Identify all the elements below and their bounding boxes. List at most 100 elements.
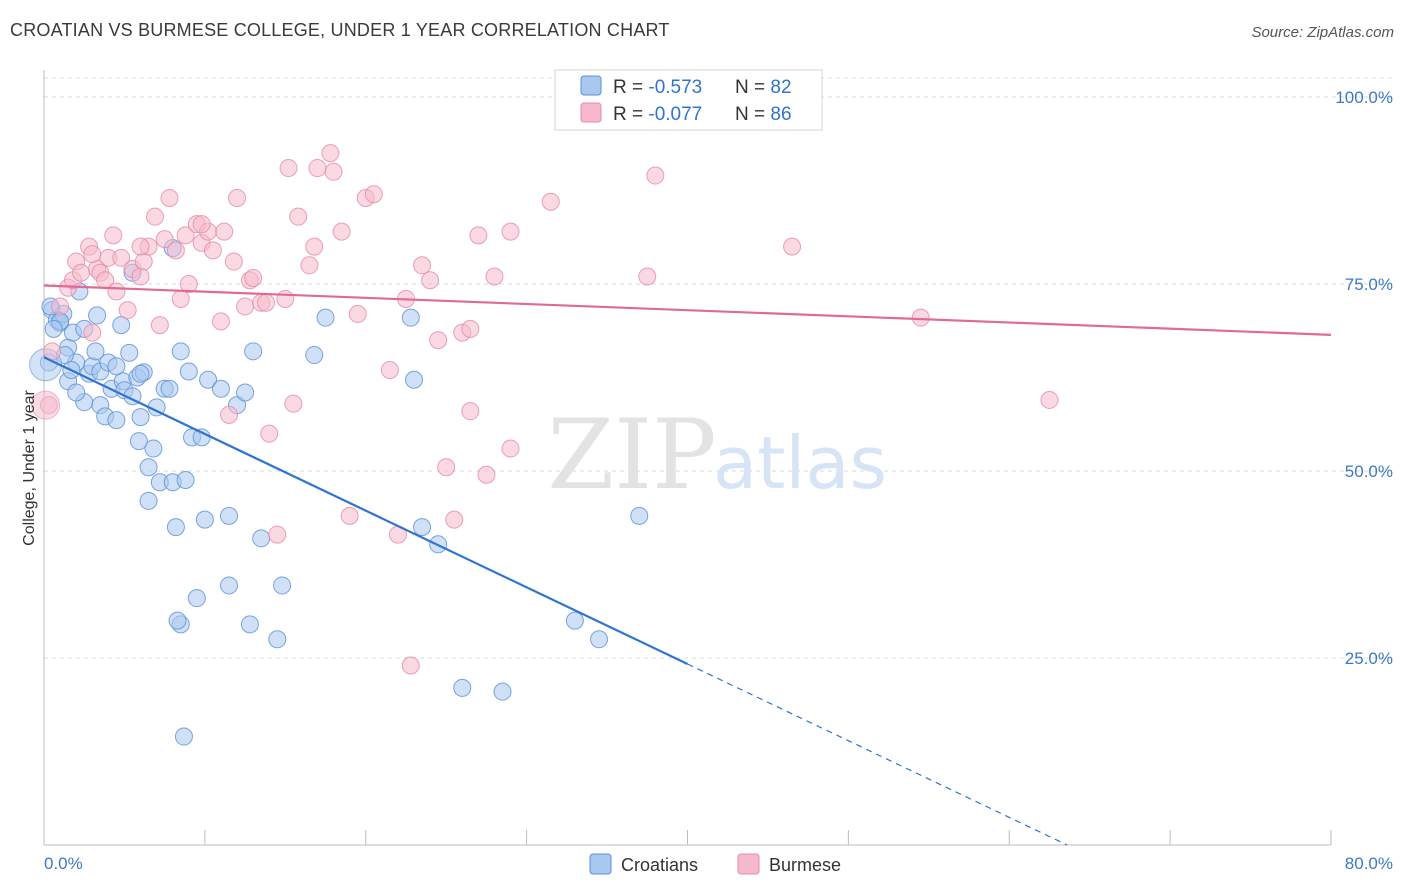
burmese-point-61	[421, 271, 440, 290]
burmese-point-46	[289, 207, 308, 226]
burmese-point-80	[192, 215, 211, 234]
burmese-point-44	[276, 289, 295, 308]
legend-n-label-1: N =	[735, 77, 770, 98]
burmese-point-53	[340, 506, 359, 525]
croatian-trend-extension	[687, 663, 1068, 846]
burmese-point-77	[783, 237, 802, 256]
burmese-point-84	[279, 159, 298, 178]
croatian-point-57	[268, 630, 287, 649]
legend-r-label-1: R =	[613, 77, 648, 98]
burmese-point-72	[501, 222, 520, 241]
burmese-trend-line	[43, 284, 1332, 336]
legend-n-value-1: 82	[770, 77, 791, 98]
burmese-point-78	[911, 308, 930, 327]
burmese-point-25	[166, 241, 185, 260]
croatian-point-42	[179, 362, 198, 381]
burmese-point-19	[134, 252, 153, 271]
burmese-point-6	[72, 263, 91, 282]
croatian-point-52	[236, 383, 255, 402]
burmese-point-60	[413, 256, 432, 275]
burmese-points	[31, 88, 1059, 675]
y-tick-label-100: 100.0%	[1335, 88, 1393, 107]
croatian-point-23	[120, 343, 139, 362]
burmese-point-85	[244, 269, 263, 288]
burmese-point-14	[107, 282, 126, 301]
burmese-point-79	[1040, 390, 1059, 409]
burmese-point-68	[469, 226, 488, 245]
croatian-point-76	[86, 342, 105, 361]
burmese-point-48	[305, 237, 324, 256]
croatian-point-64	[453, 678, 472, 697]
burmese-point-81	[131, 237, 150, 256]
burmese-point-18	[131, 267, 150, 286]
burmese-point-73	[541, 192, 560, 211]
bottom-legend-burmese: Burmese	[769, 855, 841, 875]
burmese-point-37	[228, 188, 247, 207]
croatian-point-30	[139, 491, 158, 510]
burmese-point-82	[83, 245, 102, 264]
burmese-point-2	[51, 297, 70, 316]
burmese-point-13	[104, 226, 123, 245]
burmese-point-35	[220, 405, 239, 424]
burmese-point-67	[461, 319, 480, 338]
croatian-point-73	[67, 383, 86, 402]
burmese-point-50	[321, 144, 340, 163]
croatian-point-49	[220, 576, 239, 595]
burmese-point-83	[324, 162, 343, 181]
grid-lines	[44, 77, 1392, 659]
burmese-point-large	[31, 390, 61, 420]
croatian-point-70	[174, 727, 193, 746]
croatian-point-68	[630, 506, 649, 525]
burmese-point-28	[179, 275, 198, 293]
watermark-atlas: atlas	[713, 421, 887, 505]
bottom-legend-swatch-croatians	[589, 853, 612, 875]
burmese-point-63	[437, 458, 456, 477]
legend-swatch-croatians	[580, 75, 602, 96]
y-tick-label-50: 50.0%	[1345, 462, 1393, 481]
croatian-point-40	[171, 342, 190, 361]
croatian-trend-line	[43, 356, 688, 665]
burmese-point-52	[348, 304, 367, 323]
croatian-point-54	[244, 342, 263, 361]
croatian-point-60	[401, 308, 420, 327]
bottom-legend-swatch-burmese	[737, 853, 760, 875]
burmese-point-33	[211, 312, 230, 331]
x-axis-ticks	[204, 830, 1332, 845]
croatian-point-66	[565, 611, 584, 630]
burmese-point-55	[364, 185, 383, 204]
svg-text:R = -0.573 N = 82: R = -0.573 N = 82	[613, 77, 792, 98]
burmese-point-27	[176, 226, 195, 245]
burmese-point-42	[260, 424, 279, 443]
croatian-point-26	[129, 432, 148, 451]
croatian-point-29	[139, 458, 158, 477]
burmese-point-64	[445, 510, 464, 529]
bottom-legend: Croatians Burmese	[589, 853, 841, 875]
x-min-label: 0.0%	[44, 854, 83, 873]
burmese-point-15	[112, 248, 131, 267]
burmese-point-59	[401, 656, 420, 675]
burmese-point-49	[308, 159, 327, 178]
croatian-point-61	[405, 370, 424, 389]
burmese-point-32	[203, 241, 222, 260]
burmese-point-69	[477, 465, 496, 484]
y-axis-tick-labels: 25.0% 50.0% 75.0% 100.0%	[1335, 88, 1393, 668]
legend-r-value-2: -0.077	[648, 104, 702, 125]
chart-title: CROATIAN VS BURMESE COLLEGE, UNDER 1 YEA…	[10, 20, 670, 40]
croatian-point-75	[131, 364, 150, 383]
burmese-point-62	[429, 331, 448, 350]
svg-text:R = -0.077 N = 86: R = -0.077 N = 86	[613, 104, 792, 125]
croatian-point-47	[199, 370, 218, 389]
burmese-point-47	[300, 256, 319, 275]
croatian-point-13	[88, 306, 107, 325]
burmese-point-71	[501, 439, 520, 458]
burmese-point-51	[332, 222, 351, 241]
burmese-point-23	[155, 230, 174, 249]
croatian-point-44	[187, 589, 206, 608]
croatian-point-74	[107, 357, 126, 376]
burmese-point-16	[118, 301, 137, 320]
x-max-label: 80.0%	[1345, 854, 1393, 873]
burmese-point-22	[150, 316, 169, 335]
bottom-legend-croatians: Croatians	[621, 855, 698, 875]
y-axis-label: College, Under 1 year	[21, 390, 38, 546]
burmese-point-70	[485, 267, 504, 286]
